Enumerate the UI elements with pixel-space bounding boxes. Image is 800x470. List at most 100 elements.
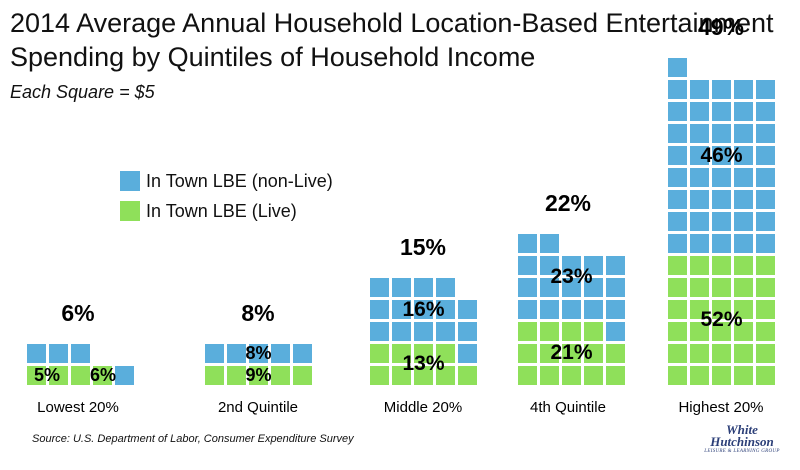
square-non-live	[414, 278, 433, 297]
square-non-live	[518, 234, 537, 253]
square-live	[370, 344, 389, 363]
square-live	[518, 366, 537, 385]
square-non-live	[518, 256, 537, 275]
square-live	[668, 300, 687, 319]
square-non-live	[734, 146, 753, 165]
category-label: Lowest 20%	[37, 399, 119, 416]
square-non-live	[436, 322, 455, 341]
square-live	[712, 366, 731, 385]
square-non-live	[756, 168, 775, 187]
total-label: 8%	[241, 300, 274, 326]
square-non-live	[712, 146, 731, 165]
square-live	[690, 256, 709, 275]
legend-swatch-non-live	[120, 171, 140, 191]
series-label-live: 13%	[402, 352, 444, 375]
square-live	[227, 366, 246, 385]
square-live	[712, 300, 731, 319]
square-live	[458, 366, 477, 385]
square-non-live	[712, 168, 731, 187]
square-live	[712, 256, 731, 275]
square-live	[756, 344, 775, 363]
square-non-live	[712, 80, 731, 99]
category-label: 2nd Quintile	[218, 399, 298, 416]
square-non-live	[606, 322, 625, 341]
square-non-live	[690, 80, 709, 99]
square-live	[690, 344, 709, 363]
square-non-live	[734, 212, 753, 231]
square-live	[49, 366, 68, 385]
square-non-live	[27, 344, 46, 363]
square-non-live	[562, 300, 581, 319]
series-label-live: 5%	[34, 365, 60, 385]
square-live	[734, 322, 753, 341]
square-non-live	[668, 146, 687, 165]
logo-line-2: Hutchinson	[710, 434, 774, 449]
square-live	[756, 278, 775, 297]
square-non-live	[540, 278, 559, 297]
series-label-non-live: 16%	[402, 298, 444, 321]
chart-title: 2014 Average Annual Household Location-B…	[10, 8, 774, 72]
square-live	[27, 366, 46, 385]
square-live	[606, 366, 625, 385]
square-non-live	[249, 344, 268, 363]
square-live	[414, 344, 433, 363]
series-label-non-live: 8%	[245, 343, 271, 363]
square-live	[370, 366, 389, 385]
square-live	[712, 344, 731, 363]
square-non-live	[392, 300, 411, 319]
square-non-live	[606, 278, 625, 297]
square-non-live	[436, 278, 455, 297]
square-non-live	[562, 278, 581, 297]
square-live	[562, 344, 581, 363]
square-non-live	[690, 124, 709, 143]
square-live	[668, 366, 687, 385]
legend-label-non-live: In Town LBE (non-Live)	[146, 170, 333, 191]
square-non-live	[392, 322, 411, 341]
square-non-live	[562, 256, 581, 275]
square-non-live	[756, 212, 775, 231]
square-non-live	[370, 278, 389, 297]
square-live	[205, 366, 224, 385]
legend: In Town LBE (non-Live) In Town LBE (Live…	[120, 166, 333, 226]
square-non-live	[414, 322, 433, 341]
square-non-live	[271, 344, 290, 363]
square-live	[712, 278, 731, 297]
square-non-live	[734, 102, 753, 121]
square-non-live	[458, 300, 477, 319]
square-live	[734, 344, 753, 363]
square-live	[93, 366, 112, 385]
square-live	[584, 344, 603, 363]
series-label-non-live: 6%	[90, 365, 116, 385]
square-non-live	[712, 212, 731, 231]
category-label: Middle 20%	[384, 399, 462, 416]
square-non-live	[458, 322, 477, 341]
square-live	[734, 278, 753, 297]
square-non-live	[518, 278, 537, 297]
square-live	[668, 344, 687, 363]
source-note: Source: U.S. Department of Labor, Consum…	[32, 433, 354, 445]
legend-label-live: In Town LBE (Live)	[146, 200, 297, 221]
square-live	[562, 366, 581, 385]
square-non-live	[606, 256, 625, 275]
square-non-live	[540, 256, 559, 275]
square-live	[436, 366, 455, 385]
square-non-live	[712, 190, 731, 209]
square-non-live	[756, 124, 775, 143]
square-live	[756, 256, 775, 275]
square-non-live	[227, 344, 246, 363]
square-non-live	[734, 80, 753, 99]
square-non-live	[734, 234, 753, 253]
square-non-live	[205, 344, 224, 363]
square-non-live	[734, 124, 753, 143]
square-non-live	[668, 234, 687, 253]
square-non-live	[690, 212, 709, 231]
chart-subtitle: Each Square = $5	[10, 82, 155, 102]
square-non-live	[756, 190, 775, 209]
square-non-live	[756, 80, 775, 99]
square-live	[606, 344, 625, 363]
square-live	[518, 344, 537, 363]
square-live	[690, 300, 709, 319]
legend-item-live: In Town LBE (Live)	[120, 196, 333, 226]
square-live	[436, 344, 455, 363]
square-live	[734, 256, 753, 275]
